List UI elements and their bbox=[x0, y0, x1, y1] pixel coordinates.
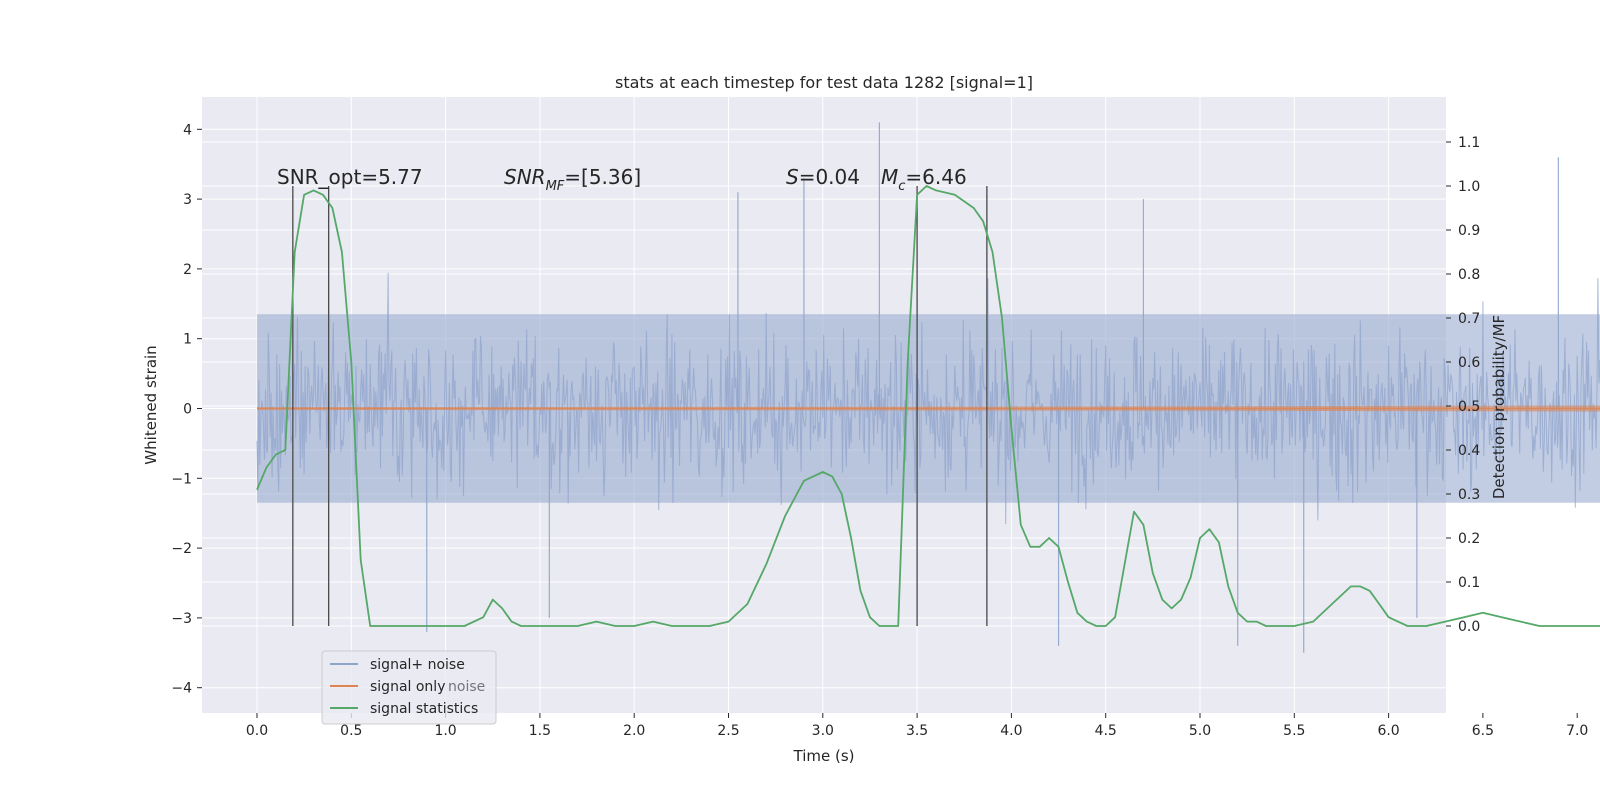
x-tick-label: 3.5 bbox=[906, 723, 928, 739]
snr-mf-rest: =[5.36] bbox=[564, 165, 641, 189]
s-value: =0.04 bbox=[799, 165, 860, 189]
y2-axis-title: Detection probability/MF bbox=[1490, 315, 1508, 499]
y-tick-label: 3 bbox=[183, 192, 192, 208]
legend-label-signal-only: signal only bbox=[370, 679, 445, 695]
x-tick-label: 0.5 bbox=[340, 723, 362, 739]
y2-tick-label: 0.8 bbox=[1458, 267, 1480, 283]
mc-sub: c bbox=[898, 179, 905, 194]
x-tick-label: 2.5 bbox=[717, 723, 739, 739]
legend-label-signal-noise: signal+ noise bbox=[370, 657, 465, 673]
mc-base: M bbox=[881, 165, 898, 189]
y2-tick-label: 0.5 bbox=[1458, 399, 1480, 415]
x-axis-title: Time (s) bbox=[793, 747, 855, 765]
y2-tick-label: 0.1 bbox=[1458, 575, 1480, 591]
y-tick-label: −2 bbox=[171, 541, 192, 557]
mc-value: =6.46 bbox=[905, 165, 966, 189]
annotation-s: S=0.04 bbox=[786, 165, 860, 189]
annotation-snr-opt: SNR_opt=5.77 bbox=[277, 165, 423, 189]
x-tick-label: 4.5 bbox=[1095, 723, 1117, 739]
chart-title: stats at each timestep for test data 128… bbox=[615, 73, 1033, 92]
y2-tick-label: 0.6 bbox=[1458, 355, 1480, 371]
x-tick-label: 7.0 bbox=[1566, 723, 1588, 739]
x-tick-label: 2.0 bbox=[623, 723, 645, 739]
y-tick-label: −3 bbox=[171, 611, 192, 627]
legend-ghost-text: noise bbox=[448, 679, 485, 695]
y2-tick-label: 0.7 bbox=[1458, 311, 1480, 327]
legend-label-signal-statistics: signal statistics bbox=[370, 701, 478, 717]
vertical-markers bbox=[292, 186, 988, 626]
statistics-line bbox=[256, 185, 1600, 627]
series-signal-only bbox=[257, 405, 1600, 412]
legend: noise signal+ noise signal only signal s… bbox=[321, 650, 497, 725]
y-tick-label: 2 bbox=[183, 262, 192, 278]
y-tick-label: 1 bbox=[183, 332, 192, 348]
x-tick-label: 0.0 bbox=[246, 723, 268, 739]
annotation-snr-mf: SNRMF=[5.36] bbox=[504, 165, 641, 194]
y2-tick-label: 0.3 bbox=[1458, 487, 1480, 503]
x-tick-label: 6.5 bbox=[1472, 723, 1494, 739]
y2-tick-label: 0.2 bbox=[1458, 531, 1480, 547]
y2-tick-label: 0.4 bbox=[1458, 443, 1480, 459]
x-tick-label: 5.5 bbox=[1283, 723, 1305, 739]
legend-box bbox=[321, 650, 497, 725]
y2-tick-label: 1.1 bbox=[1458, 135, 1480, 151]
y-axis-title: Whitened strain bbox=[142, 345, 160, 464]
tick-labels: 0.0 0.5 1.0 1.5 2.0 2.5 3.0 3.5 4.0 4.5 5.0 5.5 6.0 6… bbox=[171, 122, 1588, 739]
series-signal-statistics bbox=[256, 185, 1600, 627]
y-tick-label: −4 bbox=[171, 681, 192, 697]
y-tick-label: 0 bbox=[183, 402, 192, 418]
x-tick-label: 1.0 bbox=[434, 723, 456, 739]
annotation-mc: Mc=6.46 bbox=[881, 165, 967, 194]
y2-tick-label: 1.0 bbox=[1458, 179, 1480, 195]
x-tick-label: 3.0 bbox=[812, 723, 834, 739]
x-tick-label: 1.5 bbox=[529, 723, 551, 739]
snr-mf-sub: MF bbox=[546, 179, 565, 194]
x-tick-label: 6.0 bbox=[1377, 723, 1399, 739]
y-tick-label: −1 bbox=[171, 471, 192, 487]
snr-mf-base: SNR bbox=[504, 165, 546, 189]
y-tick-label: 4 bbox=[183, 122, 192, 138]
x-tick-label: 4.0 bbox=[1000, 723, 1022, 739]
s-symbol: S bbox=[786, 165, 799, 189]
x-tick-label: 5.0 bbox=[1189, 723, 1211, 739]
y2-tick-label: 0.0 bbox=[1458, 619, 1480, 635]
y2-tick-label: 0.9 bbox=[1458, 223, 1480, 239]
